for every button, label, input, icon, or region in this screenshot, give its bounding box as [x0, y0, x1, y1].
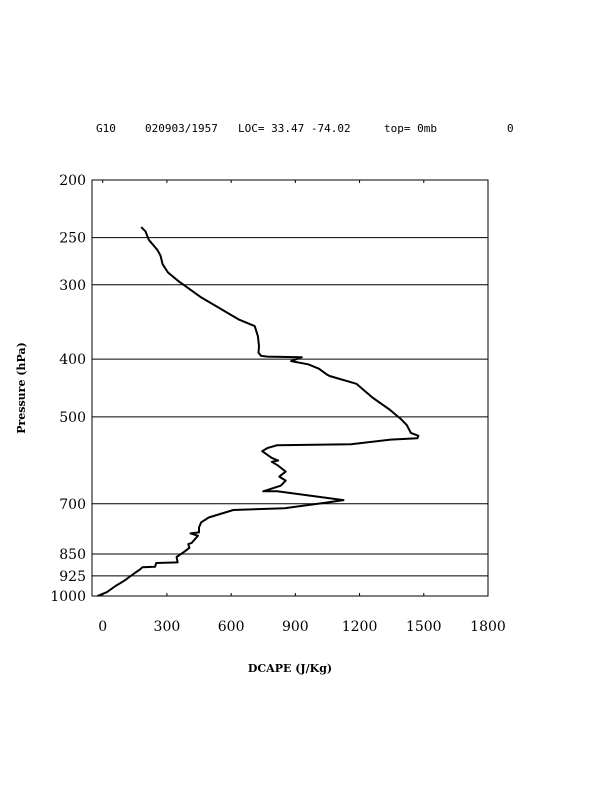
x-tick-labels: 0 300 600 900 1200 1500 1800 [98, 619, 506, 635]
header-top: top= 0mb [384, 122, 437, 135]
y-tick-label: 1000 [50, 589, 86, 605]
header-extra: 0 [507, 122, 514, 135]
x-tick-label: 300 [154, 619, 181, 635]
y-tick-label: 700 [59, 497, 86, 513]
dcape-profile-line [97, 226, 420, 597]
plot-frame [91, 179, 489, 597]
y-tick-label: 200 [59, 173, 86, 189]
header-station: G10 [96, 122, 116, 135]
y-tick-label: 400 [59, 352, 86, 368]
header-datetime: 020903/1957 [145, 122, 218, 135]
y-tick-label: 250 [59, 231, 86, 247]
y-tick-label: 300 [59, 278, 86, 294]
x-tick-label: 0 [98, 619, 107, 635]
y-tick-label: 850 [59, 547, 86, 563]
x-tick-label: 1800 [470, 619, 506, 635]
header-loc: LOC= 33.47 -74.02 [238, 122, 351, 135]
x-axis-label: DCAPE (J/Kg) [248, 662, 332, 675]
grid-lines [92, 237, 488, 577]
x-tick-label: 1500 [406, 619, 442, 635]
x-tick-label: 900 [282, 619, 309, 635]
y-tick-label: 500 [59, 410, 86, 426]
x-tick-marks [102, 180, 425, 596]
y-axis-label: Pressure (hPa) [15, 342, 28, 434]
y-tick-label: 925 [59, 569, 86, 585]
x-tick-label: 1200 [342, 619, 378, 635]
x-tick-label: 600 [218, 619, 245, 635]
y-tick-labels: 200 250 300 400 500 700 850 925 1000 [50, 173, 86, 605]
